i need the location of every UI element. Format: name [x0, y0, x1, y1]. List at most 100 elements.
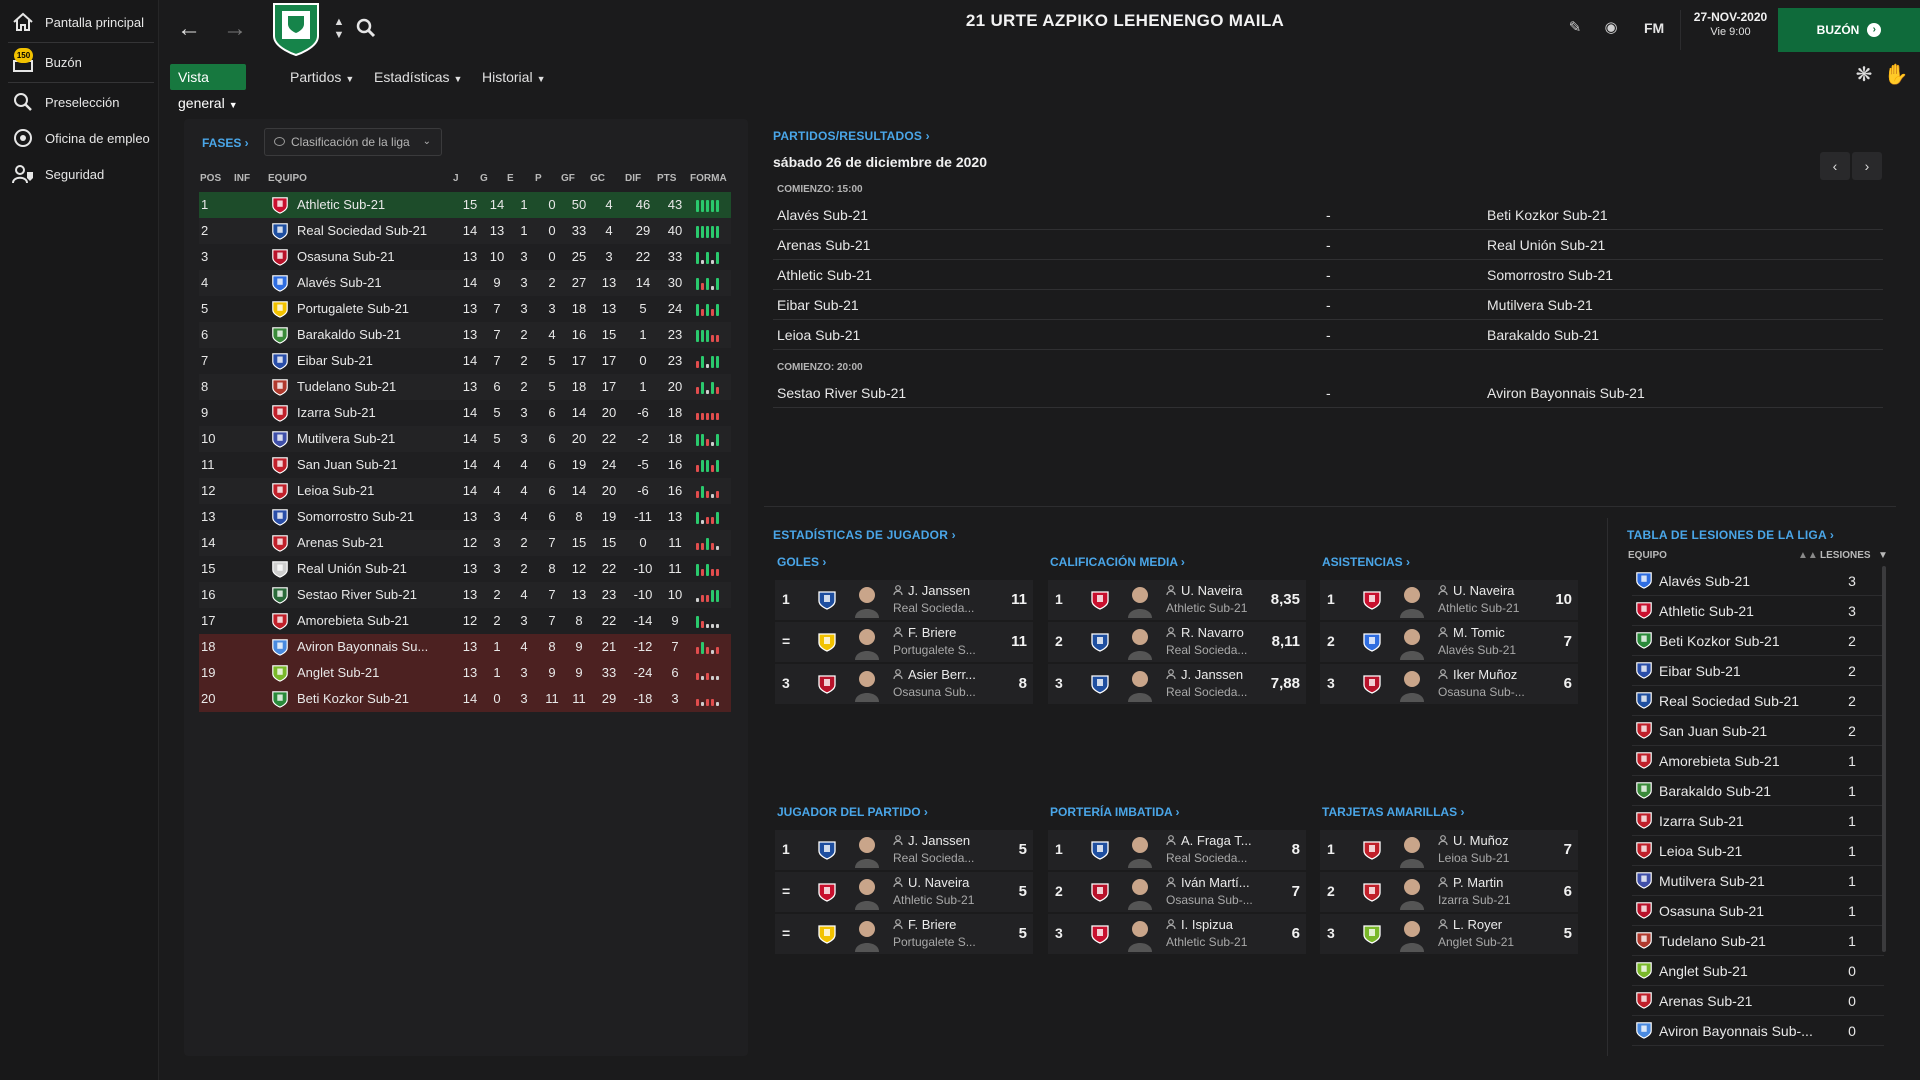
fixture-row[interactable]: Athletic Sub-21 - Somorrostro Sub-21 — [773, 260, 1883, 290]
table-row[interactable]: 11 San Juan Sub-21 14 4 4 6 19 24 -5 16 — [199, 452, 731, 478]
home-team[interactable]: Arenas Sub-21 — [777, 237, 871, 253]
team-name[interactable]: Anglet Sub-21 — [297, 665, 380, 680]
team-name[interactable]: Tudelano Sub-21 — [1659, 933, 1766, 949]
team-name[interactable]: Real Sociedad Sub-21 — [297, 223, 428, 238]
player-name[interactable]: F. Briere — [908, 625, 957, 640]
team-name[interactable]: Leioa Sub-21 — [297, 483, 375, 498]
injury-row[interactable]: Athletic Sub-21 3 — [1632, 596, 1884, 626]
team-name[interactable]: Arenas Sub-21 — [1659, 993, 1753, 1009]
fixture-row[interactable]: Sestao River Sub-21 - Aviron Bayonnais Sub… — [773, 378, 1883, 408]
injury-row[interactable]: Leioa Sub-21 1 — [1632, 836, 1884, 866]
table-row[interactable]: 6 Barakaldo Sub-21 13 7 2 4 16 15 1 23 — [199, 322, 731, 348]
team-name[interactable]: Izarra Sub-21 — [297, 405, 376, 420]
player-name[interactable]: J. Janssen — [1181, 667, 1244, 682]
player-stat-row[interactable]: 1 U. Naveira Athletic Sub-21 8,35 — [1048, 580, 1306, 620]
player-name[interactable]: Iker Muñoz — [1453, 667, 1518, 682]
player-stats-title[interactable]: ESTADÍSTICAS DE JUGADOR › — [773, 528, 956, 542]
player-stat-row[interactable]: 1 A. Fraga T... Real Socieda... 8 — [1048, 830, 1306, 870]
player-name[interactable]: R. Navarro — [1181, 625, 1244, 640]
player-name[interactable]: Asier Berr... — [908, 667, 976, 682]
sidebar-item-job-office[interactable]: Oficina de empleo — [0, 121, 158, 155]
player-stat-row[interactable]: 2 P. Martin Izarra Sub-21 6 — [1320, 872, 1578, 912]
col-header-pos[interactable]: POS — [200, 173, 222, 184]
player-name[interactable]: L. Royer — [1453, 917, 1503, 932]
player-stat-row[interactable]: 3 Iker Muñoz Osasuna Sub-... 6 — [1320, 664, 1578, 704]
home-team[interactable]: Leioa Sub-21 — [777, 327, 861, 343]
team-name[interactable]: Mutilvera Sub-21 — [297, 431, 396, 446]
player-stat-row[interactable]: 2 R. Navarro Real Socieda... 8,11 — [1048, 622, 1306, 662]
table-row[interactable]: 9 Izarra Sub-21 14 5 3 6 14 20 -6 18 — [199, 400, 731, 426]
team-name[interactable]: San Juan Sub-21 — [1659, 723, 1768, 739]
sidebar-item-shortlist[interactable]: Preselección — [0, 85, 158, 119]
team-name[interactable]: San Juan Sub-21 — [297, 457, 398, 472]
player-stat-row[interactable]: 1 J. Janssen Real Socieda... 5 — [775, 830, 1033, 870]
team-name[interactable]: Alavés Sub-21 — [297, 275, 382, 290]
team-name[interactable]: Real Unión Sub-21 — [297, 561, 407, 576]
home-team[interactable]: Sestao River Sub-21 — [777, 385, 907, 401]
table-row[interactable]: 7 Eibar Sub-21 14 7 2 5 17 17 0 23 — [199, 348, 731, 374]
fixtures-title[interactable]: PARTIDOS/RESULTADOS › — [773, 129, 930, 143]
team-name[interactable]: Eibar Sub-21 — [297, 353, 373, 368]
team-name[interactable]: Mutilvera Sub-21 — [1659, 873, 1765, 889]
competition-switcher[interactable]: ▲ ▼ — [333, 16, 345, 41]
team-name[interactable]: Tudelano Sub-21 — [297, 379, 397, 394]
table-row[interactable]: 8 Tudelano Sub-21 13 6 2 5 18 17 1 20 — [199, 374, 731, 400]
team-name[interactable]: Arenas Sub-21 — [297, 535, 384, 550]
away-team[interactable]: Somorrostro Sub-21 — [1487, 267, 1614, 283]
team-name[interactable]: Amorebieta Sub-21 — [297, 613, 410, 628]
col-header-pts[interactable]: PTS — [657, 173, 677, 184]
player-name[interactable]: I. Ispizua — [1181, 917, 1234, 932]
tab-matches[interactable]: Partidos ▼ — [282, 64, 362, 90]
next-day-button[interactable]: › — [1852, 152, 1882, 180]
player-name[interactable]: M. Tomic — [1453, 625, 1505, 640]
away-team[interactable]: Beti Kozkor Sub-21 — [1487, 207, 1608, 223]
stat-box-title[interactable]: CALIFICACIÓN MEDIA › — [1050, 555, 1185, 569]
back-arrow-icon[interactable]: ← — [177, 15, 201, 42]
forward-arrow-icon[interactable]: → — [223, 15, 247, 42]
team-name[interactable]: Barakaldo Sub-21 — [297, 327, 402, 342]
player-name[interactable]: U. Naveira — [1181, 583, 1243, 598]
team-name[interactable]: Osasuna Sub-21 — [1659, 903, 1765, 919]
player-stat-row[interactable]: = F. Briere Portugalete S... 11 — [775, 622, 1033, 662]
team-name[interactable]: Beti Kozkor Sub-21 — [297, 691, 410, 706]
stat-box-title[interactable]: TARJETAS AMARILLAS › — [1322, 805, 1465, 819]
col-header-gc[interactable]: GC — [590, 173, 605, 184]
table-row[interactable]: 17 Amorebieta Sub-21 12 2 3 7 8 22 -14 9 — [199, 608, 731, 634]
table-row[interactable]: 20 Beti Kozkor Sub-21 14 0 3 11 11 29 -18 3 — [199, 686, 731, 712]
col-header-e[interactable]: E — [507, 173, 514, 184]
assistant-icon[interactable]: ❋ — [1855, 64, 1873, 86]
team-name[interactable]: Athletic Sub-21 — [1659, 603, 1754, 619]
hand-icon[interactable]: ✋ — [1883, 64, 1909, 86]
team-name[interactable]: Leioa Sub-21 — [1659, 843, 1743, 859]
col-header-gf[interactable]: GF — [561, 173, 575, 184]
player-name[interactable]: Iván Martí... — [1181, 875, 1250, 890]
stages-link[interactable]: FASES › — [202, 136, 249, 150]
home-team[interactable]: Alavés Sub-21 — [777, 207, 869, 223]
table-row[interactable]: 4 Alavés Sub-21 14 9 3 2 27 13 14 30 — [199, 270, 731, 296]
search-icon[interactable] — [354, 16, 378, 40]
stat-box-title[interactable]: GOLES › — [777, 555, 827, 569]
fixture-row[interactable]: Leioa Sub-21 - Barakaldo Sub-21 — [773, 320, 1883, 350]
col-header-g[interactable]: G — [480, 173, 488, 184]
fixture-row[interactable]: Alavés Sub-21 - Beti Kozkor Sub-21 — [773, 200, 1883, 230]
chevron-down-icon[interactable]: ▼ — [1878, 550, 1888, 561]
injury-row[interactable]: San Juan Sub-21 2 — [1632, 716, 1884, 746]
injury-row[interactable]: Beti Kozkor Sub-21 2 — [1632, 626, 1884, 656]
table-row[interactable]: 15 Real Unión Sub-21 13 3 2 8 12 22 -10 11 — [199, 556, 731, 582]
team-name[interactable]: Izarra Sub-21 — [1659, 813, 1744, 829]
player-name[interactable]: U. Muñoz — [1453, 833, 1509, 848]
stat-box-title[interactable]: ASISTENCIAS › — [1322, 555, 1411, 569]
player-stat-row[interactable]: = U. Naveira Athletic Sub-21 5 — [775, 872, 1033, 912]
injury-row[interactable]: Barakaldo Sub-21 1 — [1632, 776, 1884, 806]
stat-box-title[interactable]: PORTERÍA IMBATIDA › — [1050, 805, 1180, 819]
player-stat-row[interactable]: 1 U. Naveira Athletic Sub-21 10 — [1320, 580, 1578, 620]
player-stat-row[interactable]: 2 Iván Martí... Osasuna Sub-... 7 — [1048, 872, 1306, 912]
team-name[interactable]: Barakaldo Sub-21 — [1659, 783, 1772, 799]
table-view-dropdown[interactable]: Clasificación de la liga ⌄ — [264, 128, 442, 156]
col-header-j[interactable]: J — [453, 173, 459, 184]
col-header-team[interactable]: EQUIPO — [1628, 550, 1667, 561]
table-row[interactable]: 10 Mutilvera Sub-21 14 5 3 6 20 22 -2 18 — [199, 426, 731, 452]
tab-overview[interactable]: Vista general ▼ — [170, 64, 246, 111]
sidebar-item-home[interactable]: Pantalla principal — [0, 5, 158, 39]
away-team[interactable]: Mutilvera Sub-21 — [1487, 297, 1593, 313]
